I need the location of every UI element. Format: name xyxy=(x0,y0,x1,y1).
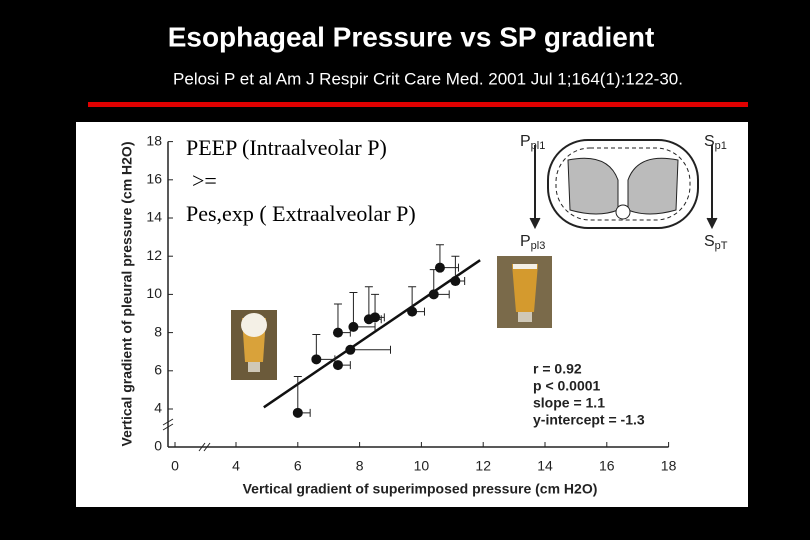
y-tick-label: 14 xyxy=(146,209,162,225)
data-point xyxy=(370,312,381,323)
x-tick-label: 4 xyxy=(232,458,240,474)
photo-right xyxy=(497,256,552,328)
diagram-label: SpT xyxy=(704,233,728,252)
label-sub: p1 xyxy=(715,140,727,152)
stat-label: y-intercept = -1.3 xyxy=(533,412,645,428)
label-sub: pl1 xyxy=(531,140,546,152)
data-point xyxy=(407,306,418,317)
diagram-label: Sp1 xyxy=(704,133,727,152)
stat-label: p < 0.0001 xyxy=(533,378,601,394)
x-tick-label: 12 xyxy=(475,458,491,474)
y-error-bar xyxy=(293,376,302,413)
data-point xyxy=(332,327,343,338)
annotation: PEEP (Intraalveolar P) xyxy=(186,135,387,160)
diagram-label: Ppl3 xyxy=(520,233,545,252)
label-main: P xyxy=(520,133,531,150)
axis-break xyxy=(162,418,174,431)
annotation: >= xyxy=(192,168,217,193)
citation: Pelosi P et al Am J Respir Crit Care Med… xyxy=(173,69,683,88)
label-main: S xyxy=(704,233,715,250)
y-tick-label: 8 xyxy=(154,323,162,339)
label-main: S xyxy=(704,133,715,150)
x-tick-label: 14 xyxy=(537,458,553,474)
data-point xyxy=(332,360,343,371)
data-point xyxy=(428,289,439,300)
fit-line xyxy=(263,259,481,409)
y-tick-label: 0 xyxy=(154,438,162,454)
divider xyxy=(88,102,748,107)
x-tick-label: 18 xyxy=(661,458,677,474)
y-tick-label: 18 xyxy=(146,132,162,148)
slide-title: Esophageal Pressure vs SP gradient xyxy=(168,21,655,52)
torso-diagram xyxy=(529,139,718,230)
y-error-bar xyxy=(349,291,358,327)
x-tick-label: 0 xyxy=(171,458,179,474)
y-axis-label: Vertical gradient of pleural pressure (c… xyxy=(119,142,135,447)
label-sub: pl3 xyxy=(531,240,546,252)
x-axis-label: Vertical gradient of superimposed pressu… xyxy=(243,481,598,497)
y-tick-label: 6 xyxy=(154,362,162,378)
x-error-bar xyxy=(350,345,391,354)
y-tick-label: 10 xyxy=(146,285,162,301)
x-tick-label: 10 xyxy=(414,458,430,474)
label-sub: pT xyxy=(715,240,728,252)
label-main: P xyxy=(520,233,531,250)
data-point xyxy=(311,354,322,365)
x-tick-label: 8 xyxy=(356,458,364,474)
stat-label: slope = 1.1 xyxy=(533,395,605,411)
y-tick-label: 4 xyxy=(154,400,162,416)
axis-break xyxy=(198,442,211,452)
diagram-label: Ppl1 xyxy=(520,133,545,152)
data-point xyxy=(434,262,445,273)
data-point xyxy=(345,344,356,355)
stat-label: r = 0.92 xyxy=(533,361,582,377)
x-tick-label: 16 xyxy=(599,458,615,474)
data-point xyxy=(450,276,461,287)
data-point xyxy=(348,321,359,332)
photo-left xyxy=(231,310,277,380)
data-point xyxy=(292,407,303,418)
y-error-bar xyxy=(364,286,373,320)
y-tick-label: 16 xyxy=(146,171,162,187)
y-tick-label: 12 xyxy=(146,247,162,263)
annotation: Pes,exp ( Extraalveolar P) xyxy=(186,201,416,226)
x-tick-label: 6 xyxy=(294,458,302,474)
